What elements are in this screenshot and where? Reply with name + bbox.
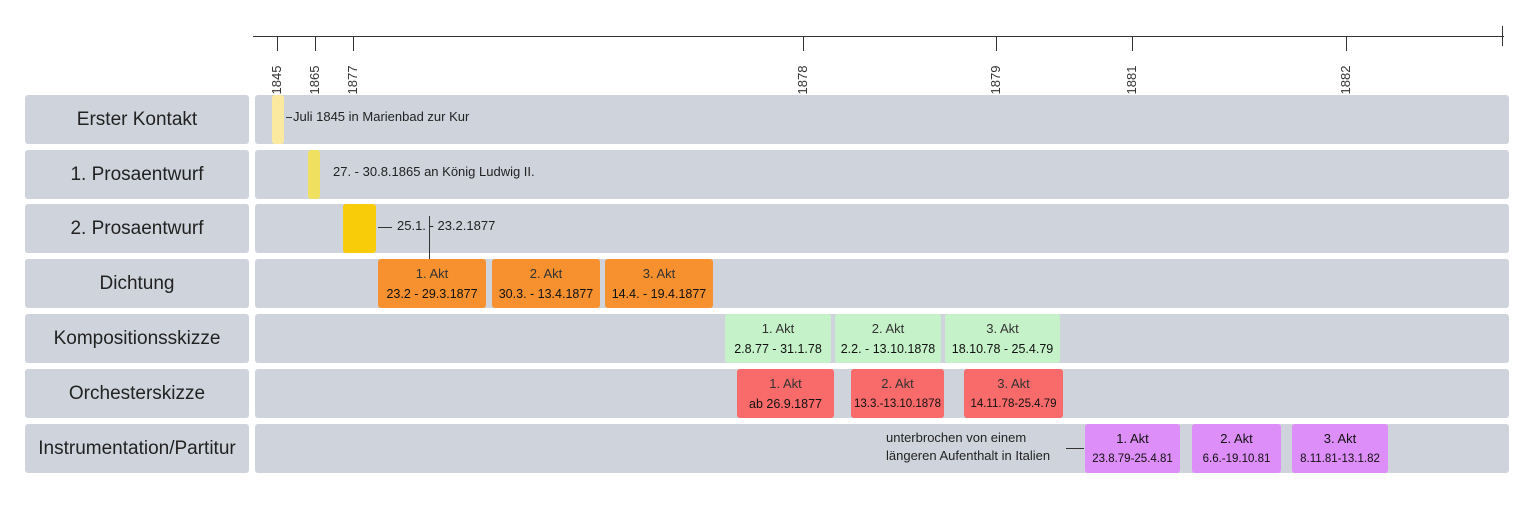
timeline-axis (253, 36, 1504, 37)
row-label-kompositionsskizze: Kompositionsskizze (25, 314, 249, 363)
row-label-orchesterskizze: Orchesterskizze (25, 369, 249, 418)
note-prosaentwurf-2: 25.1. - 23.2.1877 (397, 218, 496, 233)
bar-erster-kontakt (272, 95, 284, 144)
row-label-prosaentwurf-2: 2. Prosaentwurf (25, 204, 249, 253)
note-italien-line-2: längeren Aufenthalt in Italien (886, 448, 1051, 463)
tick-mark (353, 37, 354, 51)
row-track (255, 95, 1509, 144)
bar-instrumentation-akt-1: 1. Akt 23.8.79-25.4.81 (1085, 424, 1180, 473)
bar-komposition-akt-1: 1. Akt 2.8.77 - 31.1.78 (725, 314, 831, 363)
bar-instrumentation-akt-2: 2. Akt 6.6.-19.10.81 (1192, 424, 1281, 473)
bar-dichtung-akt-2: 2. Akt 30.3. - 13.4.1877 (492, 259, 600, 308)
note-italien-line-1: unterbrochen von einem (886, 430, 1027, 445)
connector-line (429, 216, 430, 264)
bar-prosaentwurf-2 (343, 204, 376, 253)
bar-komposition-akt-3: 3. Akt 18.10.78 - 25.4.79 (945, 314, 1060, 363)
row-label-instrumentation: Instrumentation/Partitur (25, 424, 249, 473)
tick-mark (1346, 37, 1347, 51)
bar-komposition-akt-2: 2. Akt 2.2. - 13.10.1878 (835, 314, 941, 363)
bar-dichtung-akt-3: 3. Akt 14.4. - 19.4.1877 (605, 259, 713, 308)
bar-prosaentwurf-1 (308, 150, 320, 199)
bar-dichtung-akt-1: 1. Akt 23.2 - 29.3.1877 (378, 259, 486, 308)
bar-orchester-akt-1: 1. Akt ab 26.9.1877 (737, 369, 834, 418)
tick-mark (277, 37, 278, 51)
note-prosaentwurf-1: 27. - 30.8.1865 an König Ludwig II. (333, 164, 535, 179)
tick-mark (996, 37, 997, 51)
row-track (255, 150, 1509, 199)
connector-line (378, 227, 392, 228)
row-track (255, 204, 1509, 253)
bar-orchester-akt-2: 2. Akt 13.3.-13.10.1878 (851, 369, 944, 418)
connector-line (1066, 448, 1084, 449)
timeline-axis-end (1502, 26, 1503, 46)
note-erster-kontakt: Juli 1845 in Marienbad zur Kur (293, 109, 470, 124)
tick-mark (1132, 37, 1133, 51)
row-label-erster-kontakt: Erster Kontakt (25, 95, 249, 144)
connector-line (286, 117, 292, 118)
row-label-dichtung: Dichtung (25, 259, 249, 308)
bar-orchester-akt-3: 3. Akt 14.11.78-25.4.79 (964, 369, 1063, 418)
row-label-prosaentwurf-1: 1. Prosaentwurf (25, 150, 249, 199)
tick-mark (315, 37, 316, 51)
tick-mark (803, 37, 804, 51)
bar-instrumentation-akt-3: 3. Akt 8.11.81-13.1.82 (1292, 424, 1388, 473)
